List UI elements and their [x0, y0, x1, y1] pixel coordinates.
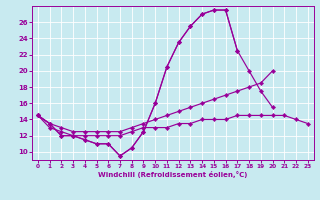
X-axis label: Windchill (Refroidissement éolien,°C): Windchill (Refroidissement éolien,°C)	[98, 171, 247, 178]
